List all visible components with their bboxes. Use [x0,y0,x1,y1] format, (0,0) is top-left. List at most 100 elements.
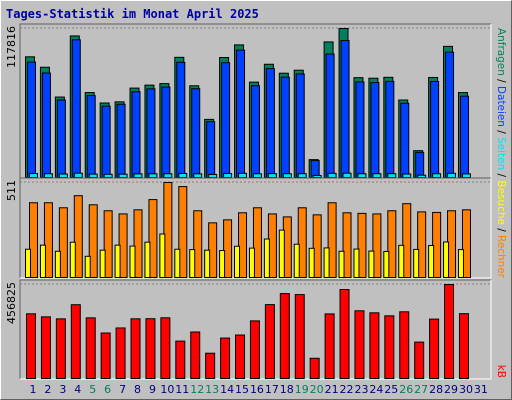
bar [297,207,307,278]
bar [370,82,380,178]
bar [146,88,156,178]
x-tick-label: 31 [474,383,488,396]
bar [118,173,128,178]
y-tick-label: 117816 [5,26,18,68]
legend-entry: kB [495,365,507,378]
bar [459,95,469,178]
bar [357,212,367,278]
bar [159,233,166,279]
bar [339,289,350,379]
bar [238,172,248,178]
bar [88,204,98,279]
bar [58,173,68,179]
legend: kB [495,365,507,378]
x-tick-label: 22 [340,383,354,396]
bar [432,173,442,179]
x-tick-label: 2 [44,383,51,396]
legend-entry: Rechner [495,235,507,279]
bar [368,250,375,279]
bar [430,81,440,178]
legend-separator: / [495,127,507,137]
bar [54,250,61,279]
bar [282,173,292,179]
bar [130,318,141,380]
panel-edge [19,279,491,379]
bar [41,72,51,178]
bar [308,247,315,278]
bar [252,207,262,278]
bar [29,202,38,278]
bar [129,245,136,278]
bar [340,40,350,179]
bar [252,173,262,178]
bar [357,173,367,179]
bar [161,86,171,178]
bar [383,250,390,278]
bar [144,241,151,279]
bar [263,238,270,278]
bar [163,182,173,278]
bar [43,173,53,179]
bar [69,241,76,279]
x-tick-label: 4 [74,383,81,396]
bar [191,88,201,178]
bar [457,249,464,279]
bar [73,172,83,178]
bar [234,245,241,278]
bar [353,248,360,278]
bar [372,213,382,279]
bar [174,248,181,279]
bar [327,202,337,278]
x-tick-label: 20 [310,383,324,396]
bar [114,244,121,278]
bar [447,172,457,179]
bar [163,173,173,178]
panel-edge [19,177,491,278]
bar [325,53,335,178]
bar [399,311,410,379]
bar [236,49,246,178]
bar [415,151,425,179]
bar [312,214,322,279]
bar [193,173,203,178]
bar [178,172,188,178]
bar [133,209,143,278]
x-tick-label: 25 [384,383,398,396]
bar [220,337,231,379]
bar [312,174,322,179]
x-tick-label: 13 [205,383,219,396]
x-tick-label: 12 [190,383,204,396]
bar [384,315,395,380]
legend-entry: Besuche [495,180,507,224]
x-tick-label: 24 [369,383,383,396]
bar [100,332,111,380]
bar [40,316,51,380]
bar [189,249,196,279]
x-tick-label: 28 [429,383,443,396]
bar [208,173,218,179]
x-tick-label: 3 [59,383,66,396]
bar [86,95,96,178]
bar [43,202,53,278]
bar [248,247,255,278]
bar [178,186,188,279]
bar [205,352,216,379]
bar [223,173,233,179]
x-tick-label: 23 [354,383,368,396]
bar [294,294,305,379]
bar [295,73,305,178]
bar [428,245,435,278]
bar [56,99,66,178]
bar [342,172,352,179]
bar [369,312,380,380]
x-tick-label: 6 [104,383,111,396]
bar [190,331,201,379]
bar [355,81,365,178]
bar [445,51,455,178]
x-tick-label: 19 [295,383,309,396]
legend-separator: / [495,170,507,180]
bar [116,103,126,178]
bar [204,249,211,279]
